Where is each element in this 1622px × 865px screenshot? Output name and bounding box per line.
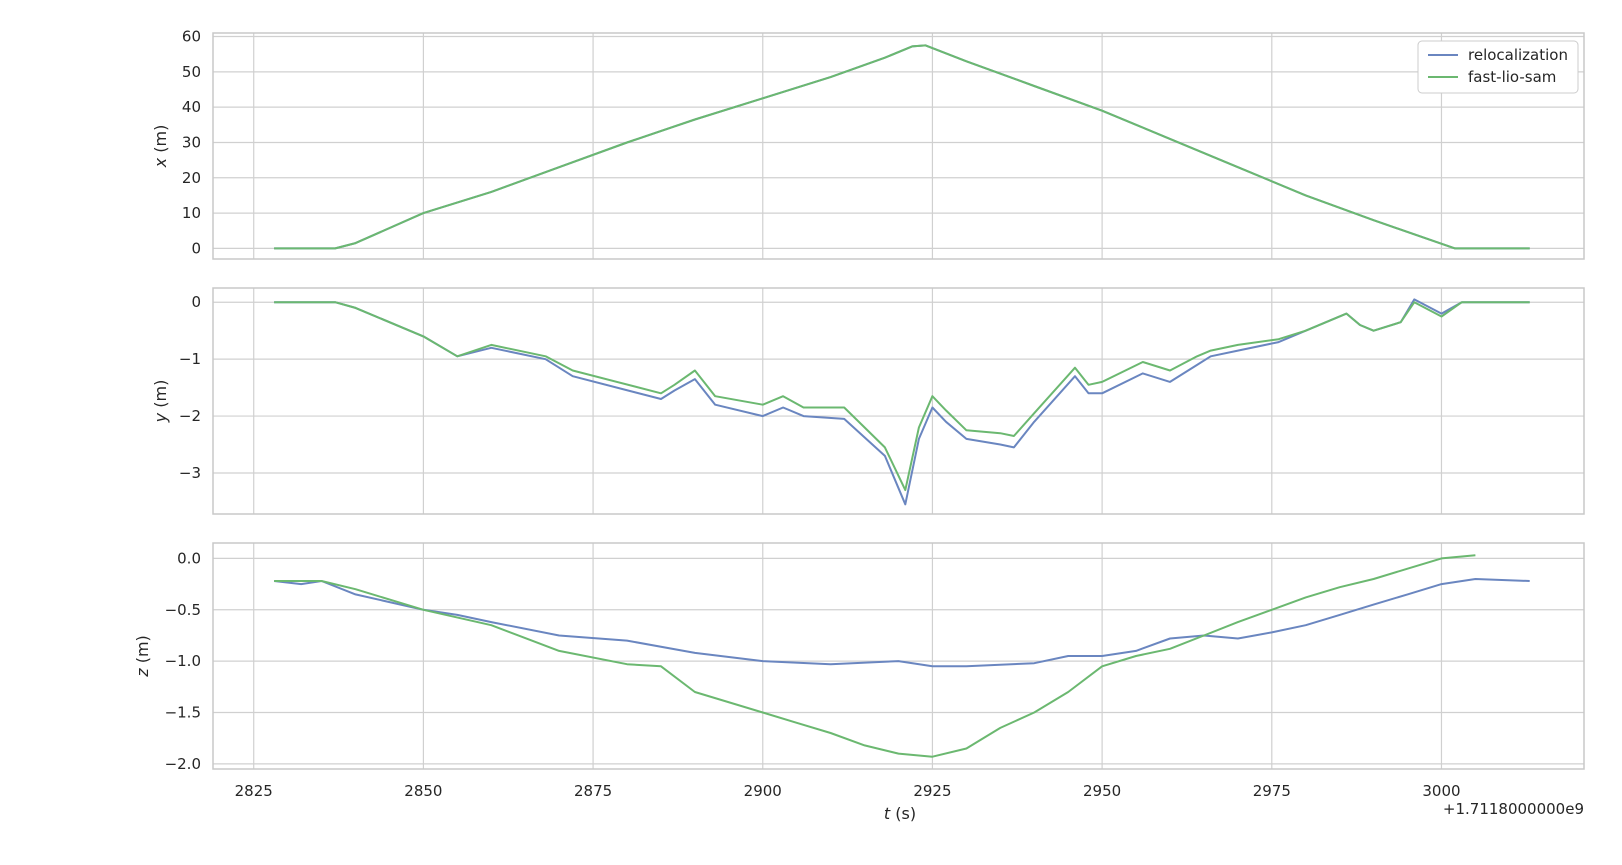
legend-label-relocalization: relocalization: [1468, 46, 1568, 64]
panel-x: 0 10 20 30 40 50 60 x (m): [151, 28, 1585, 260]
y-tick-label: 50: [182, 63, 201, 81]
x-tick-label: 2900: [744, 782, 782, 800]
x-tick-label: 2975: [1253, 782, 1291, 800]
x-tick-label: 2925: [913, 782, 951, 800]
panels: 0 10 20 30 40 50 60 x (m) 0 −1 −2 −3 y (m) 0.0 −0.5 −1.…: [133, 28, 1585, 773]
y-tick-label: 10: [182, 204, 201, 222]
series-line-relocalization: [274, 44, 1530, 250]
x-tick-label: 3000: [1422, 782, 1460, 800]
y-axis-label-y: y (m): [151, 380, 170, 424]
series-line-fast-lio-sam: [274, 554, 1476, 758]
axes-frame: [212, 32, 1585, 260]
x-tick-label: 2950: [1083, 782, 1121, 800]
y-tick-label: 30: [182, 133, 201, 151]
x-offset-label: +1.7118000000e9: [1443, 800, 1584, 818]
axes-frame: [212, 542, 1585, 770]
panel-z: 0.0 −0.5 −1.0 −1.5 −2.0 z (m): [133, 542, 1585, 773]
y-axis-label-x: x (m): [151, 125, 170, 169]
y-tick-label: −2.0: [165, 755, 201, 773]
y-tick-label: −1.0: [165, 652, 201, 670]
y-tick-label: −1: [179, 350, 201, 368]
y-tick-label: −3: [179, 464, 201, 482]
shared-x-axis: 2825 2850 2875 2900 2925 2950 2975 3000: [235, 782, 1461, 800]
y-tick-label: 0: [191, 293, 201, 311]
y-axis-label-z: z (m): [133, 635, 152, 678]
y-tick-label: −0.5: [165, 601, 201, 619]
y-tick-label: −2: [179, 407, 201, 425]
axes-frame: [212, 287, 1585, 515]
x-tick-label: 2850: [404, 782, 442, 800]
x-tick-label: 2875: [574, 782, 612, 800]
y-tick-label: 40: [182, 98, 201, 116]
legend-label-fast-lio-sam: fast-lio-sam: [1468, 68, 1556, 86]
x-axis-label: t (s): [884, 804, 916, 823]
legend: relocalization fast-lio-sam: [1417, 40, 1579, 94]
x-tick-label: 2825: [235, 782, 273, 800]
y-tick-label: 60: [182, 28, 201, 46]
series-line-fast-lio-sam: [274, 301, 1530, 492]
series-line-fast-lio-sam: [274, 44, 1530, 250]
panel-y: 0 −1 −2 −3 y (m): [151, 287, 1585, 515]
y-tick-label: 20: [182, 169, 201, 187]
y-tick-label: −1.5: [165, 704, 201, 722]
series-line-relocalization: [273, 578, 1530, 668]
y-tick-label: 0: [191, 239, 201, 257]
y-tick-label: 0.0: [177, 549, 201, 567]
